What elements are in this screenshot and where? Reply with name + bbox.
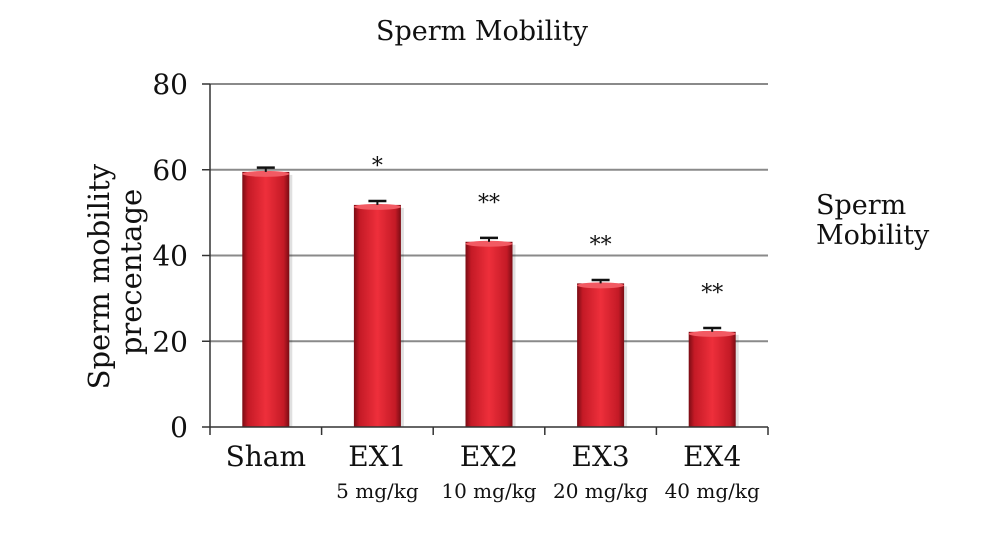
bar: [688, 331, 736, 427]
x-tick-sublabel: 20 mg/kg: [553, 479, 648, 503]
chart-title: Sperm Mobility: [376, 16, 589, 47]
significance-marker: **: [701, 281, 723, 306]
y-axis-label-line-1: Sperm mobility: [82, 163, 116, 389]
bar-top: [688, 330, 736, 337]
x-tick-label: Sham: [226, 440, 306, 473]
x-tick-label: EX1: [348, 440, 406, 473]
bar: [465, 241, 513, 427]
x-tick-label: EX2: [460, 440, 518, 473]
bar-top: [577, 282, 625, 289]
significance-marker: **: [478, 191, 500, 216]
bar-top: [242, 170, 290, 177]
x-tick-sublabel: 5 mg/kg: [336, 479, 419, 503]
legend: Sperm Mobility: [816, 190, 930, 251]
y-axis-label-line-2: precentage: [114, 189, 148, 355]
x-tick-sublabel: 10 mg/kg: [441, 479, 536, 503]
x-tick-label: EX4: [683, 440, 741, 473]
y-tick-label: 80: [152, 68, 188, 101]
y-tick-label: 40: [152, 240, 188, 273]
significance-marker: **: [590, 233, 612, 258]
y-axis-label: Sperm mobility precentage: [82, 155, 148, 390]
y-tick-label: 0: [170, 411, 188, 444]
y-tick-label: 60: [152, 154, 188, 187]
significance-marker: *: [372, 154, 383, 179]
bar-top: [465, 240, 513, 247]
legend-label-line-2: Mobility: [816, 220, 930, 251]
bar: [353, 204, 401, 427]
legend-label-line-1: Sperm: [816, 190, 906, 221]
bar: [577, 283, 625, 427]
bar: [242, 171, 290, 427]
x-tick-sublabel: 40 mg/kg: [665, 479, 760, 503]
x-tick-label: EX3: [572, 440, 630, 473]
bar-top: [353, 203, 401, 210]
y-tick-label: 20: [152, 325, 188, 358]
